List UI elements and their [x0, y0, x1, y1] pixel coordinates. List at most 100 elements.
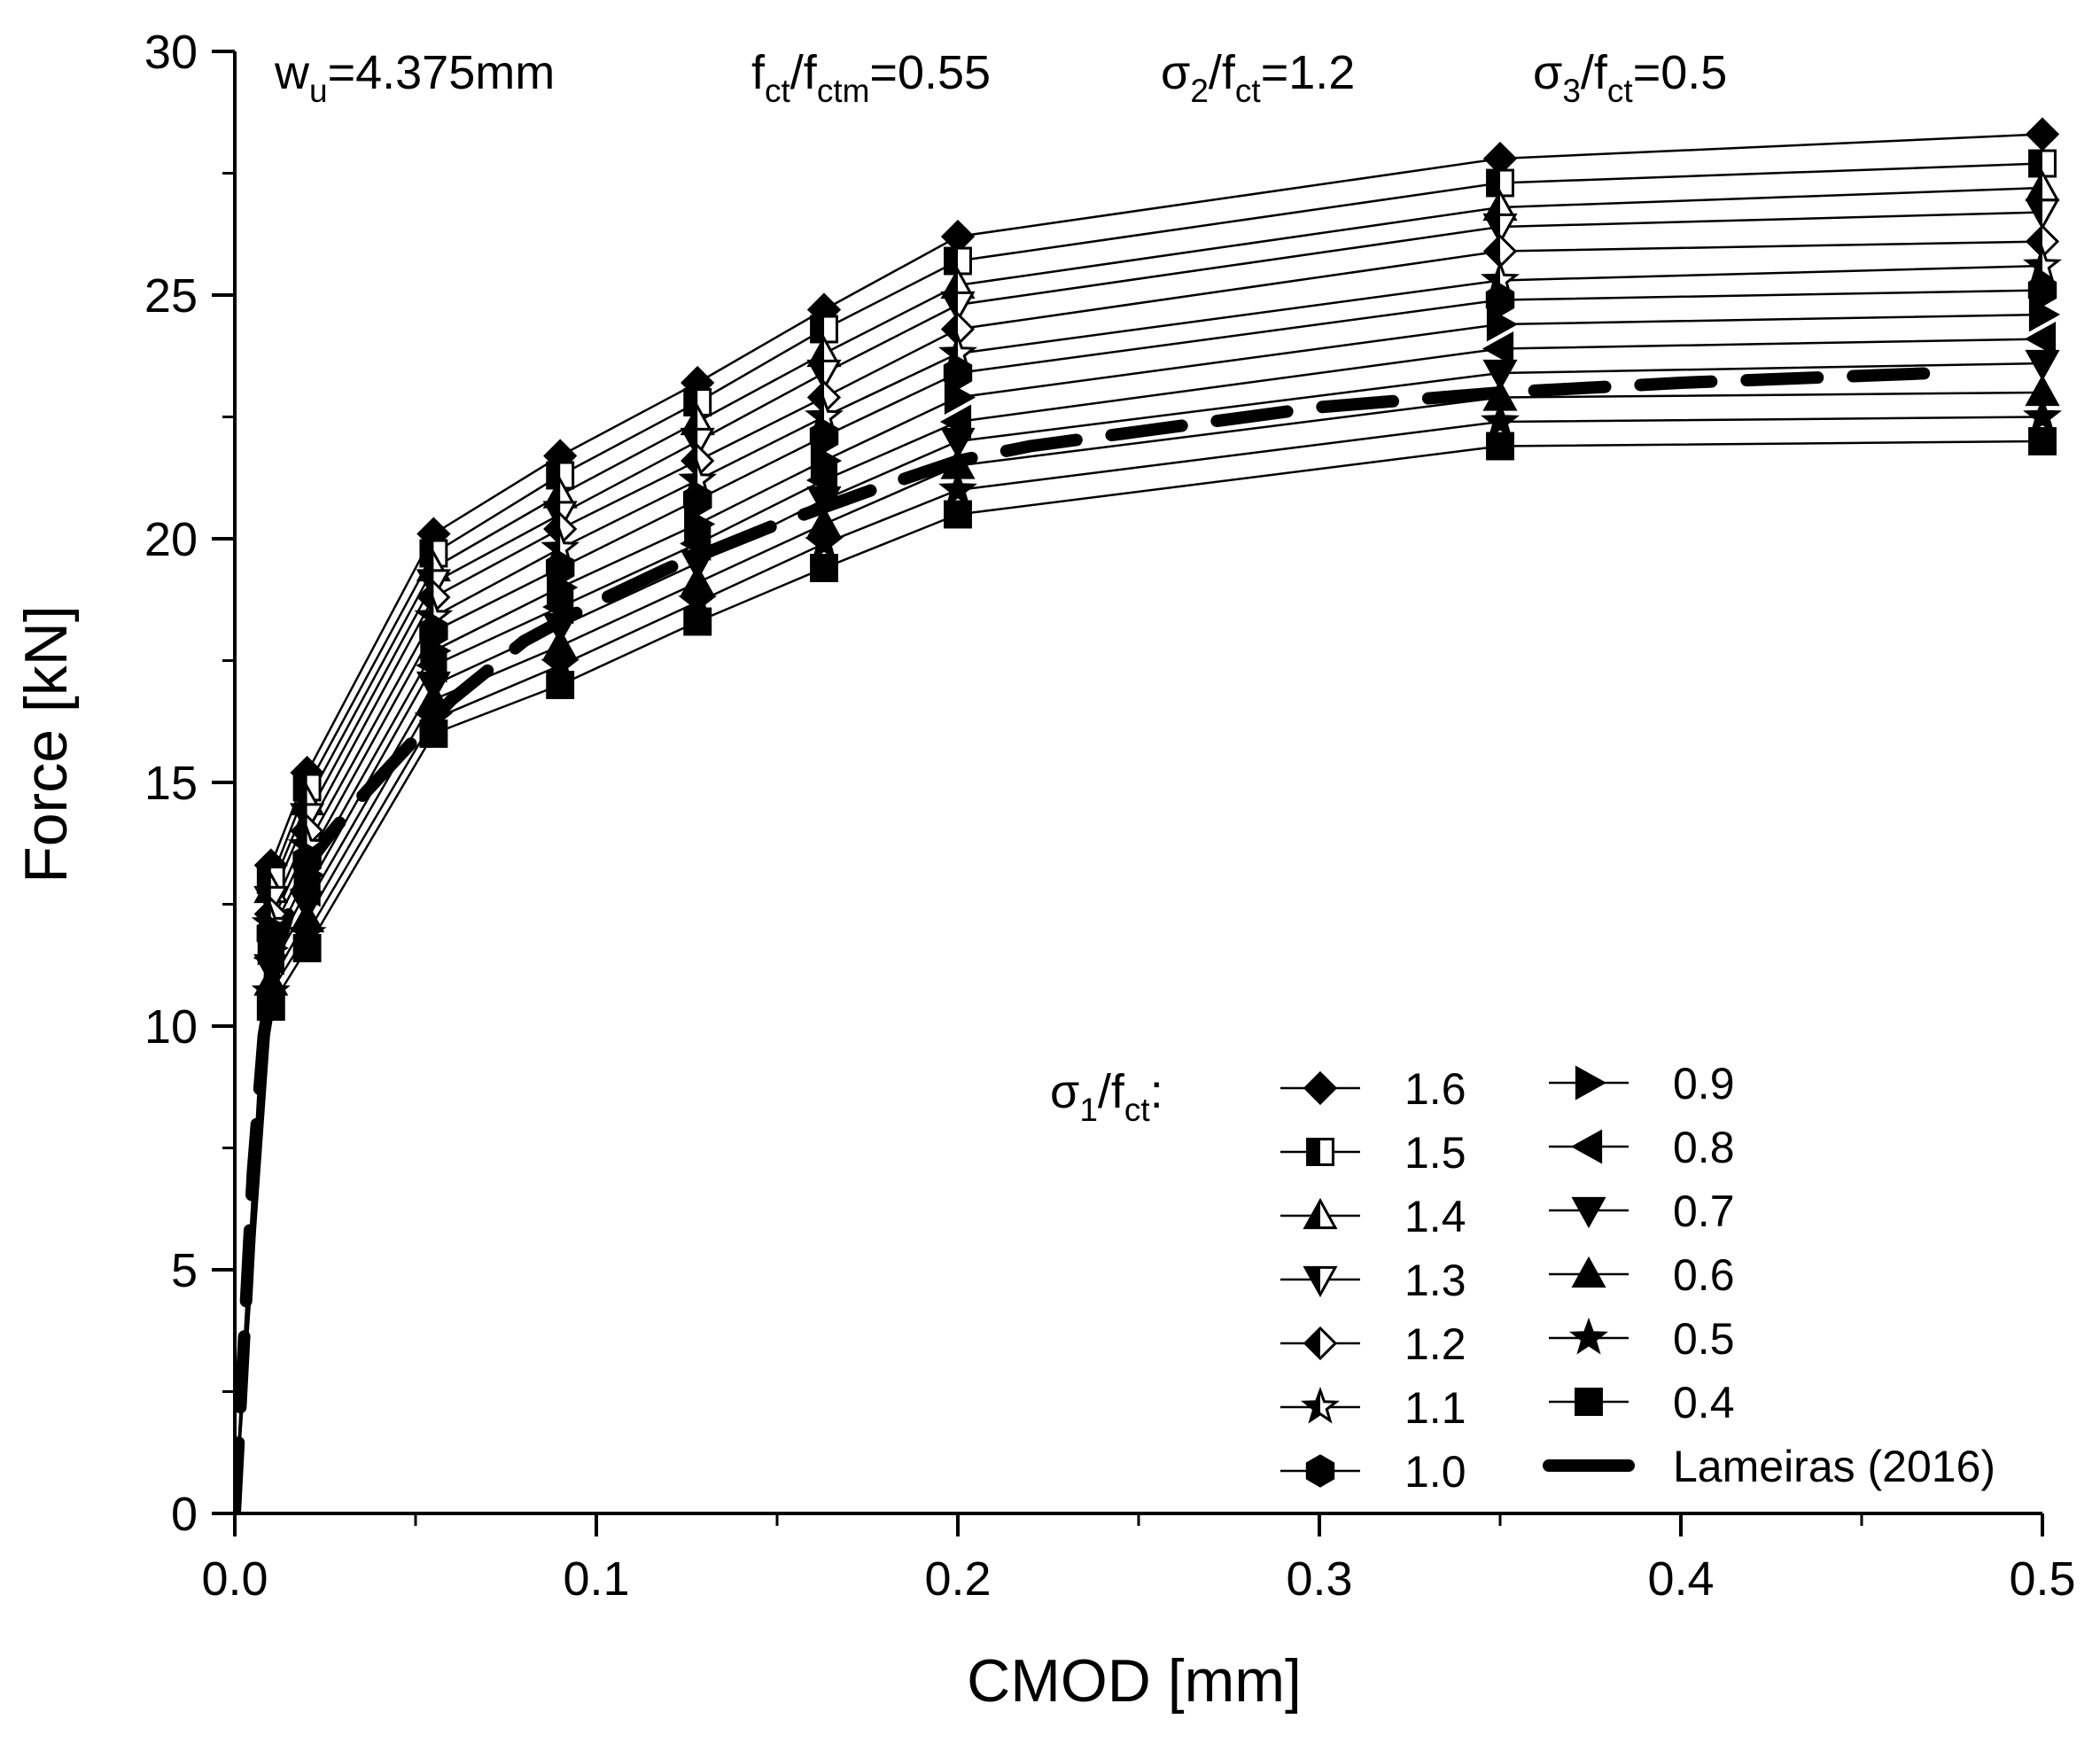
legend-label: 0.8: [1673, 1123, 1735, 1172]
series-line-0.9: [235, 313, 2042, 1513]
data-point-0.5: [938, 469, 977, 507]
legend-title: σ1/fct:: [1050, 1065, 1163, 1128]
series-line-0.6: [235, 391, 2042, 1513]
legend-label: 0.9: [1673, 1059, 1735, 1108]
legend-label: 1.0: [1404, 1447, 1466, 1497]
data-point-0.9: [547, 570, 579, 605]
data-point-0.4: [419, 720, 448, 748]
header-annotations: wu=4.375mm fct/fctm=0.55 σ2/fct=1.2 σ3/fct=…: [274, 46, 1727, 109]
data-point-0.4: [292, 934, 322, 962]
data-point-0.9: [944, 379, 976, 416]
parameter-annotation: σ3/fct=0.5: [1533, 46, 1727, 109]
legend-marker-1.3: [1303, 1265, 1338, 1298]
x-tick-label: 0.3: [1286, 1552, 1352, 1606]
axes: [233, 51, 2042, 1515]
series-line-0.4: [235, 440, 2042, 1513]
legend-marker-0.9: [1575, 1065, 1607, 1101]
x-tick-label: 0.4: [1647, 1552, 1714, 1606]
series-line-1.3: [235, 211, 2042, 1513]
legend-label: 0.5: [1673, 1314, 1735, 1364]
data-point-1.5: [683, 388, 712, 416]
y-axis-ticks: 0 5 10 15 20 25 30: [144, 26, 235, 1541]
x-tick-label: 0.0: [201, 1552, 268, 1606]
legend-marker-1.2: [1303, 1326, 1338, 1361]
x-tick-label: 0.2: [924, 1552, 991, 1606]
legend: σ1/fct: 1.6 1.5 1.4 1.3 1.2 1.1 1.0 0.9 0.8 0.7 0.6…: [1050, 1059, 1995, 1497]
x-tick-label: 0.5: [2009, 1552, 2075, 1606]
data-point-0.8: [2024, 321, 2057, 357]
data-point-0.7: [542, 612, 578, 645]
data-point-0.4: [1486, 432, 1514, 461]
legend-marker-0.6: [1571, 1256, 1606, 1288]
legend-marker-1.6: [1303, 1070, 1338, 1106]
series-line-0.5: [235, 416, 2042, 1513]
x-axis-title: CMOD [mm]: [967, 1647, 1302, 1715]
series-lines: [235, 133, 2042, 1513]
data-point-1.3: [2025, 198, 2060, 230]
x-tick-label: 0.1: [563, 1552, 629, 1606]
data-point-0.7: [940, 427, 976, 460]
series-markers: [251, 117, 2062, 1021]
data-point-0.4: [683, 607, 712, 636]
data-point-0.7: [680, 549, 715, 581]
data-point-1.1: [2023, 245, 2062, 283]
data-point-1.3: [1482, 213, 1518, 245]
data-point-0.4: [256, 992, 285, 1021]
y-tick-label: 20: [144, 513, 198, 566]
legend-marker-0.4: [1575, 1388, 1603, 1416]
y-tick-label: 15: [144, 757, 198, 810]
series-line-1.2: [235, 240, 2042, 1513]
legend-label: 1.4: [1404, 1192, 1466, 1241]
y-tick-label: 0: [171, 1488, 198, 1541]
data-point-0.5: [805, 523, 844, 561]
data-point-1.3: [940, 291, 976, 323]
y-tick-label: 5: [171, 1244, 198, 1297]
parameter-annotation: σ2/fct=1.2: [1161, 46, 1355, 109]
series-line-1.1: [235, 264, 2042, 1513]
data-point-0.4: [2028, 427, 2057, 455]
y-tick-label: 25: [144, 269, 198, 323]
data-point-0.9: [684, 506, 716, 542]
legend-label: 1.6: [1404, 1064, 1466, 1114]
data-point-0.8: [1482, 331, 1514, 367]
y-tick-label: 10: [144, 1000, 198, 1054]
data-point-1.2: [1482, 234, 1518, 268]
legend-marker-0.5: [1569, 1317, 1608, 1355]
data-point-0.4: [944, 500, 972, 529]
parameter-annotation: fct/fctm=0.55: [751, 46, 991, 109]
data-point-1.5: [944, 246, 972, 276]
data-point-1.4: [542, 477, 578, 509]
legend-marker-1.1: [1301, 1386, 1340, 1424]
series-line-1.6: [235, 133, 2042, 1513]
data-point-1.6: [2025, 117, 2060, 152]
legend-marker-1.0: [1305, 1454, 1335, 1488]
legend-marker-1.4: [1303, 1197, 1338, 1230]
data-point-1.2: [940, 312, 976, 346]
legend-label: 0.6: [1673, 1250, 1735, 1300]
data-point-0.4: [546, 671, 575, 699]
series-line-1.0: [235, 289, 2042, 1513]
legend-marker-0.8: [1570, 1129, 1603, 1164]
legend-marker-1.5: [1306, 1138, 1334, 1166]
series-line-0.7: [235, 362, 2042, 1513]
data-point-0.7: [1482, 359, 1518, 392]
series-line-0.8: [235, 338, 2042, 1513]
legend-label: 1.1: [1404, 1383, 1466, 1433]
parameter-annotation: wu=4.375mm: [274, 46, 555, 109]
data-point-0.5: [1481, 401, 1520, 439]
y-axis-title: Force [kN]: [12, 605, 80, 883]
legend-label: 1.3: [1404, 1256, 1466, 1305]
legend-marker-0.7: [1571, 1196, 1606, 1229]
data-point-0.5: [2023, 396, 2062, 434]
data-point-0.9: [2028, 297, 2061, 332]
series-line-1.4: [235, 186, 2042, 1513]
legend-label: 1.5: [1404, 1128, 1466, 1178]
y-tick-label: 30: [144, 26, 198, 79]
data-point-0.4: [810, 554, 838, 582]
legend-label: 0.4: [1673, 1378, 1735, 1427]
data-point-1.3: [806, 359, 842, 392]
legend-label: 1.2: [1404, 1319, 1466, 1369]
data-point-0.7: [806, 486, 842, 518]
legend-label: 0.7: [1673, 1186, 1735, 1236]
series-line-1.5: [235, 162, 2042, 1513]
